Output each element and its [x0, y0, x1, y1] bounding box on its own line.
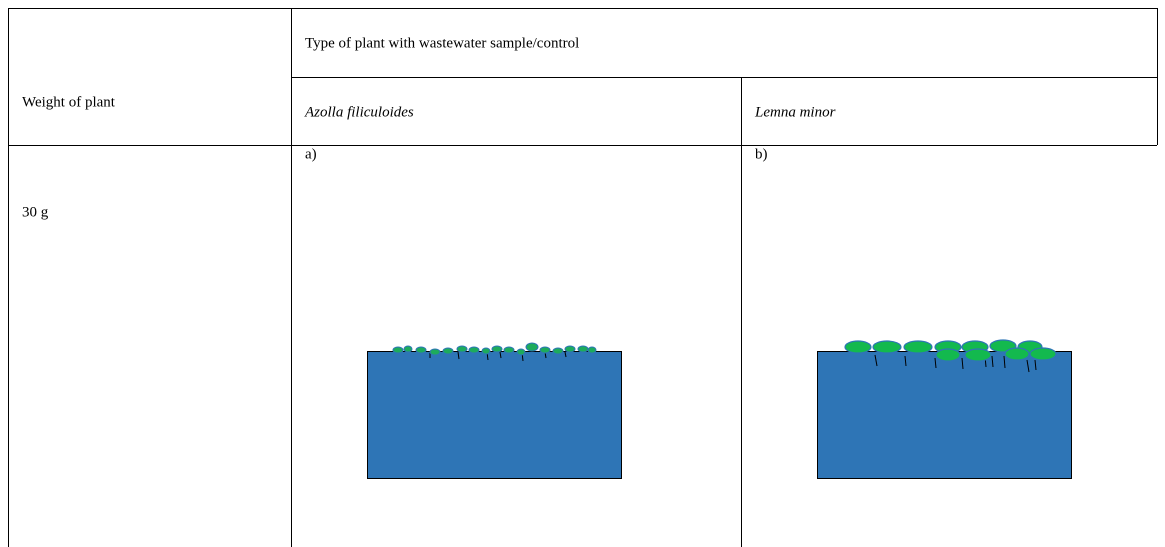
lemna-plants: [844, 339, 1057, 362]
header-cell: Azolla filiculoides: [304, 104, 414, 120]
water-tank: [817, 351, 1072, 479]
header-cell: Type of plant with wastewater sample/con…: [305, 35, 579, 51]
cell: b): [755, 146, 768, 162]
cell: a): [305, 146, 317, 162]
header-cell: Lemna minor: [754, 104, 836, 120]
roots: [874, 354, 1037, 373]
azolla-plants: [392, 342, 597, 356]
cell: 30 g: [22, 204, 49, 220]
water-tank: [367, 351, 622, 479]
header-cell: Weight of plant: [22, 94, 116, 110]
lemna-illustration: [817, 339, 1072, 479]
azolla-illustration: [367, 342, 622, 479]
